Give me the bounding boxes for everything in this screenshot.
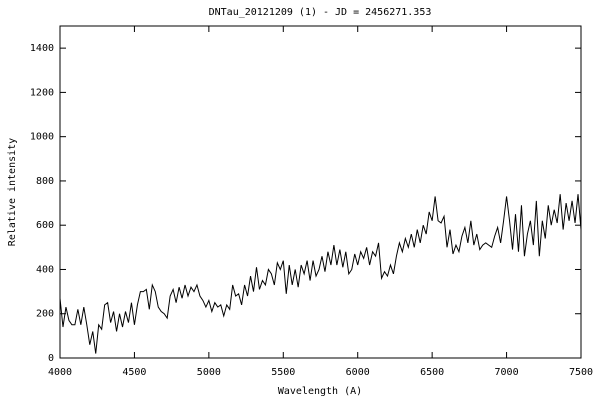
y-axis-label: Relative intensity [7, 138, 18, 246]
plot-frame [59, 25, 582, 359]
x-tick-label: 6000 [346, 367, 370, 378]
x-tick-label: 6500 [420, 367, 444, 378]
y-tick-label: 400 [36, 264, 54, 275]
y-tick-label: 1400 [30, 43, 54, 54]
x-tick-label: 4500 [122, 367, 146, 378]
y-tick-label: 800 [36, 176, 54, 187]
x-tick-label: 5000 [197, 367, 221, 378]
y-tick-label: 0 [48, 353, 54, 364]
y-tick-label: 600 [36, 220, 54, 231]
y-tick-label: 1200 [30, 87, 54, 98]
x-tick-label: 5500 [271, 367, 295, 378]
spectrum-line [59, 194, 582, 354]
chart-title: DNTau_20121209 (1) - JD = 2456271.353 [209, 7, 432, 18]
x-tick-label: 7000 [495, 367, 519, 378]
y-tick-label: 200 [36, 309, 54, 320]
x-tick-label: 7500 [569, 367, 593, 378]
x-tick-label: 4000 [48, 367, 72, 378]
y-tick-label: 1000 [30, 132, 54, 143]
x-axis-label: Wavelength (A) [278, 386, 362, 397]
